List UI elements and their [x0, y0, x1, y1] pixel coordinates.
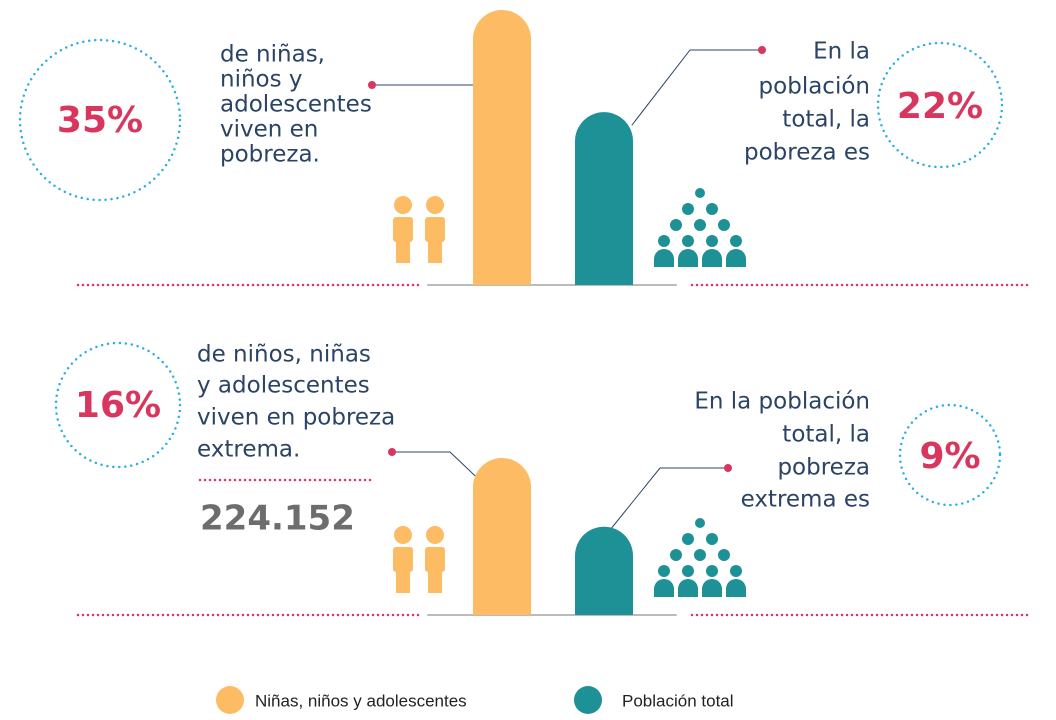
- description: pobreza es: [744, 140, 870, 166]
- percentage: 35%: [57, 100, 143, 141]
- head: [682, 203, 694, 215]
- head: [658, 235, 670, 247]
- bar: [473, 10, 531, 285]
- children-icon: [393, 526, 445, 593]
- body: [726, 579, 746, 597]
- head: [730, 235, 742, 247]
- description: de niños, niñas: [197, 342, 371, 368]
- description: de niñas,: [220, 42, 325, 68]
- torso: [425, 217, 445, 242]
- head: [695, 188, 705, 198]
- description: viven en pobreza: [197, 405, 395, 431]
- percentage: 9%: [919, 436, 980, 477]
- bar: [575, 526, 633, 615]
- ring: [54, 341, 182, 469]
- connectors: [371, 49, 763, 531]
- legs: [396, 571, 410, 593]
- torso: [393, 217, 413, 242]
- description: niños y: [220, 67, 303, 93]
- head: [682, 235, 694, 247]
- ring: [876, 41, 1004, 169]
- head: [426, 196, 444, 214]
- head: [718, 219, 730, 231]
- legs: [428, 571, 442, 593]
- head: [706, 203, 718, 215]
- body: [678, 249, 698, 267]
- torso: [425, 547, 445, 572]
- description: pobreza.: [220, 142, 320, 168]
- description: población: [759, 74, 870, 100]
- body: [654, 579, 674, 597]
- connector-dots: [368, 46, 766, 472]
- head: [670, 219, 682, 231]
- icons: [393, 188, 746, 597]
- head: [706, 533, 718, 545]
- head: [706, 565, 718, 577]
- description: extrema.: [197, 437, 300, 463]
- head: [682, 565, 694, 577]
- population-icon: [654, 188, 746, 267]
- count: 224.152: [200, 499, 355, 539]
- description: viven en: [220, 117, 318, 143]
- description: y adolescentes: [197, 373, 370, 399]
- percentage: 22%: [897, 86, 983, 127]
- head: [718, 549, 730, 561]
- legend-swatch: [574, 686, 602, 714]
- percentage: 16%: [75, 385, 161, 426]
- head: [694, 219, 706, 231]
- head: [394, 526, 412, 544]
- description: adolescentes: [220, 92, 372, 118]
- baselines: [427, 284, 677, 616]
- ring: [898, 403, 1002, 507]
- body: [726, 249, 746, 267]
- head: [670, 549, 682, 561]
- legend-swatch: [216, 686, 244, 714]
- population-icon: [654, 518, 746, 597]
- description: total, la: [782, 422, 870, 448]
- head: [706, 235, 718, 247]
- children-icon: [393, 196, 445, 263]
- bar: [575, 112, 633, 285]
- body: [702, 249, 722, 267]
- body: [702, 579, 722, 597]
- head: [394, 196, 412, 214]
- legend-label: Población total: [622, 691, 734, 710]
- body: [678, 579, 698, 597]
- separators: [76, 283, 1034, 617]
- description: total, la: [782, 107, 870, 133]
- head: [730, 565, 742, 577]
- ring: [18, 38, 182, 202]
- description: En la población: [694, 389, 870, 415]
- head: [695, 518, 705, 528]
- body: [654, 249, 674, 267]
- description: extrema es: [741, 487, 870, 513]
- description: pobreza: [777, 455, 870, 481]
- legend-label: Niñas, niños y adolescentes: [255, 691, 467, 710]
- head: [658, 565, 670, 577]
- legs: [396, 241, 410, 263]
- head: [426, 526, 444, 544]
- head: [682, 533, 694, 545]
- bar: [473, 458, 531, 615]
- description: En la: [813, 39, 870, 65]
- head: [694, 549, 706, 561]
- legs: [428, 241, 442, 263]
- torso: [393, 547, 413, 572]
